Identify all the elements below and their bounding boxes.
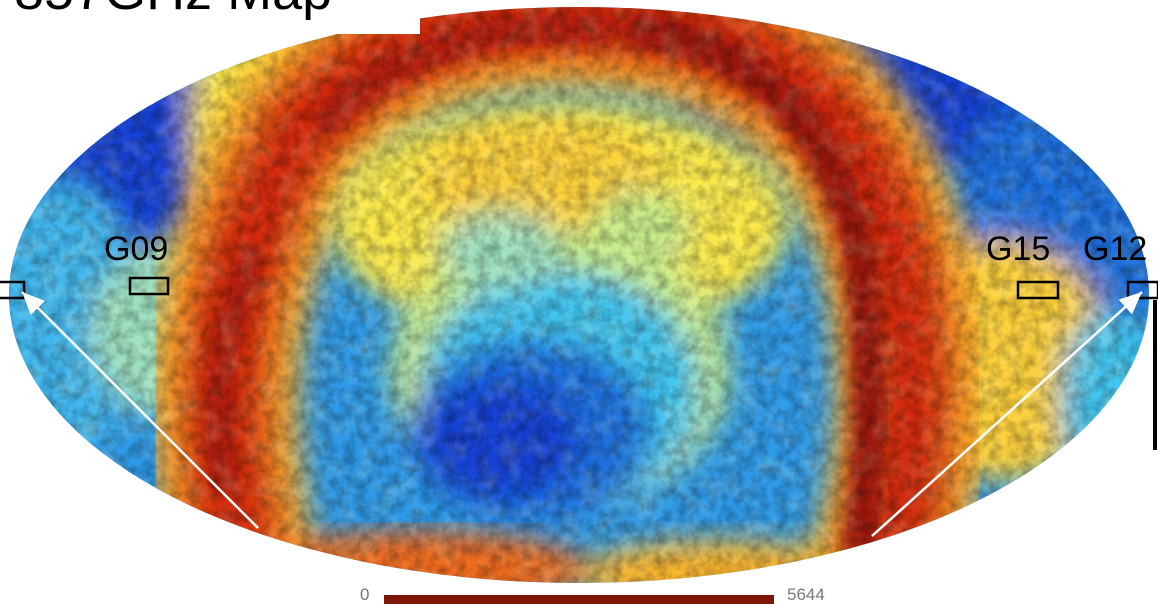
region-left-edge-box xyxy=(0,280,26,300)
pointer-arrows xyxy=(21,291,1143,537)
region-g15-box xyxy=(1016,280,1060,300)
region-g09-label: G09 xyxy=(104,230,168,268)
survey-regions: G09 G15 G12 xyxy=(0,230,1158,300)
region-g12[interactable]: G12 xyxy=(1083,230,1158,300)
scale-max-label: 5644 xyxy=(787,585,825,604)
region-g09-box xyxy=(128,276,170,296)
region-g12-label: G12 xyxy=(1083,230,1147,268)
arrow-left xyxy=(21,291,259,529)
region-g12-box xyxy=(1126,280,1158,300)
region-left-edge[interactable] xyxy=(0,280,26,300)
map-title-text: 857GHz Map xyxy=(14,0,332,18)
region-g15[interactable]: G15 xyxy=(986,230,1060,300)
arrow-right xyxy=(871,291,1143,537)
region-g15-label: G15 xyxy=(986,230,1050,268)
scale-bar xyxy=(384,595,774,604)
scale-min-label: 0 xyxy=(360,585,370,604)
map-title: 857GHz Map xyxy=(0,0,420,34)
region-g09[interactable]: G09 xyxy=(104,230,170,296)
frame-edge xyxy=(1153,300,1157,450)
